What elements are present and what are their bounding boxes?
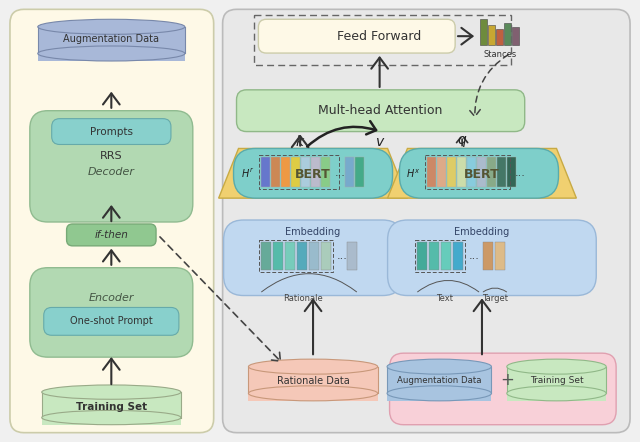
Bar [497,157,506,187]
Ellipse shape [507,359,606,374]
Bar [285,242,295,270]
FancyBboxPatch shape [223,9,630,433]
Text: Rationale Data: Rationale Data [276,376,349,386]
Text: ...: ... [515,168,525,178]
Ellipse shape [387,386,492,401]
Bar [309,242,319,270]
Bar [297,242,307,270]
Text: BERT: BERT [295,168,331,181]
Bar [261,157,270,187]
Bar [495,242,505,270]
Bar [42,392,181,425]
Bar [453,242,463,270]
Text: ...: ... [469,251,480,261]
Bar [507,366,606,401]
Text: Embedding: Embedding [454,227,509,237]
Text: Feed Forward: Feed Forward [337,30,422,43]
FancyBboxPatch shape [399,149,559,198]
Bar [457,157,466,187]
Bar [417,242,428,270]
Bar [311,157,320,187]
Text: $H^r$: $H^r$ [241,167,254,180]
Bar [467,157,476,187]
Bar [281,157,290,187]
Bar [477,157,486,187]
Bar [345,157,354,187]
Polygon shape [388,149,577,198]
Bar [273,242,284,270]
FancyBboxPatch shape [259,19,455,53]
Bar [355,157,364,187]
Text: Rationale: Rationale [284,293,323,302]
Text: Decoder: Decoder [88,168,135,177]
Text: Text: Text [436,293,452,302]
Text: Encoder: Encoder [88,293,134,302]
Ellipse shape [42,411,181,425]
Text: Mult-head Attention: Mult-head Attention [319,104,443,117]
Bar [483,242,493,270]
Bar [428,157,436,187]
Text: Embedding: Embedding [285,227,340,237]
Text: +: + [500,371,514,389]
Text: RRS: RRS [100,152,123,161]
Bar [321,157,330,187]
Ellipse shape [507,386,606,401]
Ellipse shape [387,359,492,374]
FancyBboxPatch shape [234,149,392,198]
Ellipse shape [38,19,185,34]
Bar [504,23,511,45]
Text: Training Set: Training Set [76,402,147,412]
Ellipse shape [248,359,378,374]
FancyBboxPatch shape [30,268,193,357]
Text: if-then: if-then [94,230,128,240]
Bar [321,242,331,270]
Text: BERT: BERT [464,168,500,181]
FancyBboxPatch shape [10,9,214,433]
Ellipse shape [42,385,181,399]
Text: One-shot Prompt: One-shot Prompt [70,316,153,326]
Bar [447,157,456,187]
FancyBboxPatch shape [237,90,525,132]
FancyBboxPatch shape [44,308,179,335]
Text: Prompts: Prompts [90,126,133,137]
Bar [38,27,185,61]
Bar [347,242,356,270]
Bar [387,366,492,401]
Bar [512,27,519,45]
Bar [271,157,280,187]
FancyBboxPatch shape [52,118,171,145]
Bar [248,366,378,401]
Bar [291,157,300,187]
Text: Stances: Stances [483,50,516,59]
FancyBboxPatch shape [390,353,616,425]
Bar [261,242,271,270]
Text: ...: ... [337,251,348,261]
Text: ...: ... [335,168,346,178]
FancyBboxPatch shape [388,220,596,296]
Bar [301,157,310,187]
FancyBboxPatch shape [30,110,193,222]
Bar [429,242,439,270]
Text: Augmentation Data: Augmentation Data [63,34,159,44]
Bar [488,25,495,45]
Text: $\mathbf{\mathit{v}}$: $\mathbf{\mathit{v}}$ [376,134,386,149]
Text: Augmentation Data: Augmentation Data [397,376,481,385]
Text: $\mathbf{\mathit{k}}$: $\mathbf{\mathit{k}}$ [295,134,305,149]
Text: $\mathbf{\mathit{q}}$: $\mathbf{\mathit{q}}$ [457,134,467,149]
FancyBboxPatch shape [223,220,403,296]
FancyBboxPatch shape [67,224,156,246]
Text: Training Set: Training Set [530,376,583,385]
Polygon shape [219,149,408,198]
Ellipse shape [248,386,378,401]
Bar [496,29,503,45]
Bar [441,242,451,270]
Bar [437,157,446,187]
Ellipse shape [38,46,185,61]
Bar [507,157,516,187]
Bar [480,19,487,45]
Text: Target: Target [482,293,508,302]
Text: $H^x$: $H^x$ [406,167,420,179]
Bar [487,157,496,187]
